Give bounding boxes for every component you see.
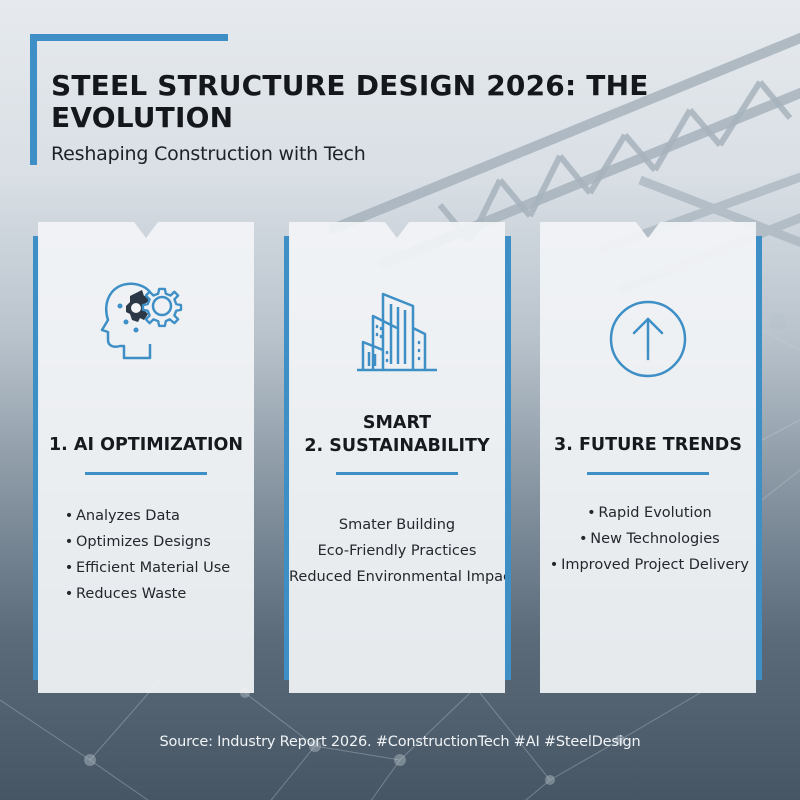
card-future-trends: 3. FUTURE TRENDS • Rapid Evolution • New T… bbox=[540, 222, 762, 693]
list-item: • Reduces Waste bbox=[62, 581, 254, 607]
title-accent-bar-vertical bbox=[30, 34, 37, 165]
list-item-text: Improved Project Delivery bbox=[561, 557, 749, 573]
card-accent-bar bbox=[33, 236, 39, 680]
title-line-2: EVOLUTION bbox=[51, 101, 234, 134]
card-heading-text: 2. SUSTAINABILITY bbox=[304, 436, 490, 456]
card-panel: 1. AI OPTIMIZATION • Analyzes Data • Optim… bbox=[38, 222, 254, 693]
list-item: Smater Building bbox=[338, 517, 456, 533]
page-subtitle: Reshaping Construction with Tech bbox=[51, 143, 366, 165]
list-item: • Improved Project Delivery bbox=[540, 552, 756, 578]
title-accent-bar bbox=[30, 34, 228, 41]
list-item: • New Technologies bbox=[540, 526, 756, 552]
card-plain-list: Smater Building Eco-Friendly Practices R… bbox=[289, 512, 505, 590]
card-heading: SMART 2. SUSTAINABILITY bbox=[289, 412, 505, 458]
page-title: STEEL STRUCTURE DESIGN 2026: THE EVOLUTI… bbox=[51, 70, 751, 134]
list-item: • Rapid Evolution bbox=[540, 500, 756, 526]
card-divider bbox=[587, 472, 709, 475]
list-item: Eco-Friendly Practices bbox=[317, 543, 477, 559]
source-footer: Source: Industry Report 2026. #Construct… bbox=[159, 734, 641, 750]
list-item-text: Reduces Waste bbox=[76, 586, 187, 602]
bullet-icon: • bbox=[549, 557, 559, 573]
list-item-text: Analyzes Data bbox=[76, 508, 180, 524]
card-ai-optimization: 1. AI OPTIMIZATION • Analyzes Data • Optim… bbox=[33, 222, 254, 693]
card-heading: 1. AI OPTIMIZATION bbox=[38, 434, 254, 457]
card-accent-bar bbox=[756, 236, 762, 680]
bullet-icon: • bbox=[579, 531, 588, 547]
card-heading-text: 1. AI OPTIMIZATION bbox=[49, 435, 243, 455]
list-item: Reduced Environmental Impact bbox=[289, 569, 517, 585]
bullet-icon: • bbox=[587, 505, 596, 521]
card-heading-text: 3. FUTURE TRENDS bbox=[554, 435, 742, 455]
card-heading: 3. FUTURE TRENDS bbox=[540, 434, 756, 457]
card-divider bbox=[85, 472, 207, 475]
ai-head-gear-icon bbox=[38, 274, 254, 360]
card-divider bbox=[336, 472, 458, 475]
list-item-text: Efficient Material Use bbox=[76, 560, 231, 576]
card-panel: SMART 2. SUSTAINABILITY Smater Building … bbox=[289, 222, 505, 693]
card-bullet-list: • Analyzes Data • Optimizes Designs • Effic… bbox=[38, 503, 254, 607]
bullet-icon: • bbox=[64, 534, 74, 550]
bullet-icon: • bbox=[64, 508, 74, 524]
title-line-1: STEEL STRUCTURE DESIGN 2026: THE bbox=[51, 69, 649, 102]
arrow-up-circle-icon bbox=[540, 299, 756, 379]
bullet-icon: • bbox=[64, 586, 74, 602]
card-accent-bar-right bbox=[505, 236, 511, 680]
card-bullet-list: • Rapid Evolution • New Technologies • Impr… bbox=[540, 500, 756, 578]
list-item: • Analyzes Data bbox=[62, 503, 254, 529]
card-accent-bar-left bbox=[284, 236, 290, 680]
list-item: • Optimizes Designs bbox=[62, 529, 254, 555]
city-buildings-icon bbox=[289, 292, 505, 372]
list-item-text: Optimizes Designs bbox=[76, 534, 211, 550]
list-item-text: New Technologies bbox=[590, 531, 720, 547]
list-item-text: Rapid Evolution bbox=[598, 505, 712, 521]
list-item: • Efficient Material Use bbox=[62, 555, 254, 581]
bullet-icon: • bbox=[64, 560, 74, 576]
card-panel: 3. FUTURE TRENDS • Rapid Evolution • New T… bbox=[540, 222, 756, 693]
card-heading-text: SMART bbox=[362, 413, 432, 433]
card-sustainability: SMART 2. SUSTAINABILITY Smater Building … bbox=[284, 222, 511, 693]
